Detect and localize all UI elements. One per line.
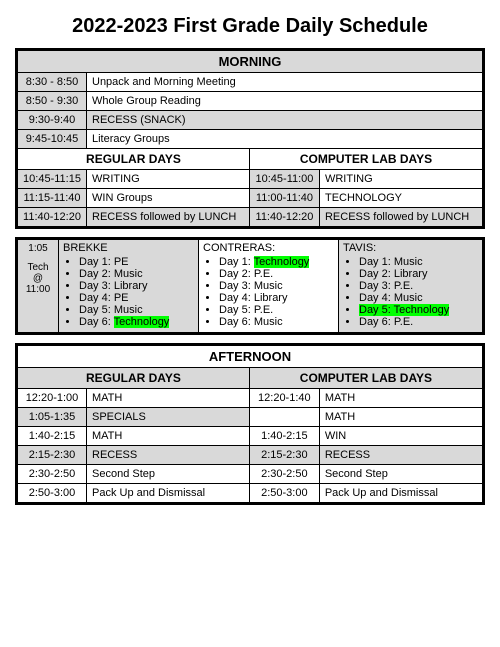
activity-cell: RECESS (SNACK) xyxy=(87,111,484,130)
time-cell: 8:50 - 9:30 xyxy=(17,92,87,111)
brekke-column: BREKKE Day 1: PE Day 2: Music Day 3: Lib… xyxy=(59,239,199,334)
time-cell: 1:05-1:35 xyxy=(17,408,87,427)
list-item: Day 3: P.E. xyxy=(359,280,478,292)
list-item: Day 6: P.E. xyxy=(359,316,478,328)
activity-cell: RECESS followed by LUNCH xyxy=(87,208,250,228)
list-item: Day 2: Music xyxy=(79,268,194,280)
morning-header: MORNING xyxy=(17,50,484,73)
activity-cell: Second Step xyxy=(87,465,250,484)
list-item: Day 1: Technology xyxy=(219,256,334,268)
list-item: Day 3: Library xyxy=(79,280,194,292)
time-cell: 2:30-2:50 xyxy=(249,465,319,484)
time-cell: 2:50-3:00 xyxy=(17,484,87,504)
activity-cell: Unpack and Morning Meeting xyxy=(87,73,484,92)
activity-cell: RECESS xyxy=(319,446,483,465)
time-cell: 2:50-3:00 xyxy=(249,484,319,504)
time-cell: 11:40-12:20 xyxy=(249,208,319,228)
specials-time-cell: 1:05 Tech @ 11:00 xyxy=(17,239,59,334)
time-cell: 2:15-2:30 xyxy=(17,446,87,465)
list-item: Day 6: Technology xyxy=(79,316,194,328)
time-cell: 12:20-1:40 xyxy=(249,389,319,408)
time-cell: 12:20-1:00 xyxy=(17,389,87,408)
list-item: Day 5: Music xyxy=(79,304,194,316)
time-cell: 8:30 - 8:50 xyxy=(17,73,87,92)
time-cell: 10:45-11:15 xyxy=(17,170,87,189)
page-title: 2022-2023 First Grade Daily Schedule xyxy=(15,15,485,38)
activity-cell: WIN xyxy=(319,427,483,446)
activity-cell: Second Step xyxy=(319,465,483,484)
activity-cell: MATH xyxy=(87,427,250,446)
list-item: Day 3: Music xyxy=(219,280,334,292)
time-cell: 9:30-9:40 xyxy=(17,111,87,130)
list-item: Day 1: PE xyxy=(79,256,194,268)
activity-cell: MATH xyxy=(319,389,483,408)
afternoon-header: AFTERNOON xyxy=(17,345,484,368)
specials-time: 1:05 xyxy=(23,243,53,254)
activity-cell: RECESS xyxy=(87,446,250,465)
list-item: Day 6: Music xyxy=(219,316,334,328)
list-item: Day 2: Library xyxy=(359,268,478,280)
activity-cell: WRITING xyxy=(87,170,250,189)
list-item: Day 4: Music xyxy=(359,292,478,304)
activity-cell: Pack Up and Dismissal xyxy=(319,484,483,504)
regular-days-header: REGULAR DAYS xyxy=(17,368,250,389)
contreras-column: CONTRERAS: Day 1: Technology Day 2: P.E.… xyxy=(199,239,339,334)
specials-table: 1:05 Tech @ 11:00 BREKKE Day 1: PE Day 2… xyxy=(15,237,485,335)
regular-days-header: REGULAR DAYS xyxy=(17,149,250,170)
teacher-name: TAVIS: xyxy=(343,242,376,254)
list-item: Day 4: Library xyxy=(219,292,334,304)
time-cell: 1:40-2:15 xyxy=(249,427,319,446)
time-cell: 11:15-11:40 xyxy=(17,189,87,208)
activity-cell: MATH xyxy=(319,408,483,427)
activity-cell: Literacy Groups xyxy=(87,130,484,149)
computer-lab-header: COMPUTER LAB DAYS xyxy=(249,149,483,170)
activity-cell: TECHNOLOGY xyxy=(319,189,483,208)
teacher-name: CONTRERAS: xyxy=(203,242,275,254)
morning-table: MORNING 8:30 - 8:50Unpack and Morning Me… xyxy=(15,48,485,229)
list-item: Day 5: Technology xyxy=(359,304,478,316)
time-cell: 11:00-11:40 xyxy=(249,189,319,208)
highlighted-tech: Technology xyxy=(254,256,310,268)
tech-time: Tech @ 11:00 xyxy=(23,262,53,295)
activity-cell: Pack Up and Dismissal xyxy=(87,484,250,504)
time-cell xyxy=(249,408,319,427)
activity-cell: Whole Group Reading xyxy=(87,92,484,111)
list-item: Day 2: P.E. xyxy=(219,268,334,280)
list-item: Day 4: PE xyxy=(79,292,194,304)
computer-lab-header: COMPUTER LAB DAYS xyxy=(249,368,483,389)
time-cell: 1:40-2:15 xyxy=(17,427,87,446)
activity-cell: WIN Groups xyxy=(87,189,250,208)
time-cell: 10:45-11:00 xyxy=(249,170,319,189)
activity-cell: RECESS followed by LUNCH xyxy=(319,208,483,228)
time-cell: 11:40-12:20 xyxy=(17,208,87,228)
activity-cell: SPECIALS xyxy=(87,408,250,427)
time-cell: 9:45-10:45 xyxy=(17,130,87,149)
tavis-column: TAVIS: Day 1: Music Day 2: Library Day 3… xyxy=(339,239,484,334)
highlighted-tech: Technology xyxy=(114,316,170,328)
activity-cell: WRITING xyxy=(319,170,483,189)
teacher-name: BREKKE xyxy=(63,242,108,254)
time-cell: 2:30-2:50 xyxy=(17,465,87,484)
highlighted-tech: Day 5: Technology xyxy=(359,304,449,316)
afternoon-table: AFTERNOON REGULAR DAYSCOMPUTER LAB DAYS … xyxy=(15,343,485,505)
activity-cell: MATH xyxy=(87,389,250,408)
list-item: Day 1: Music xyxy=(359,256,478,268)
list-item: Day 5: P.E. xyxy=(219,304,334,316)
time-cell: 2:15-2:30 xyxy=(249,446,319,465)
